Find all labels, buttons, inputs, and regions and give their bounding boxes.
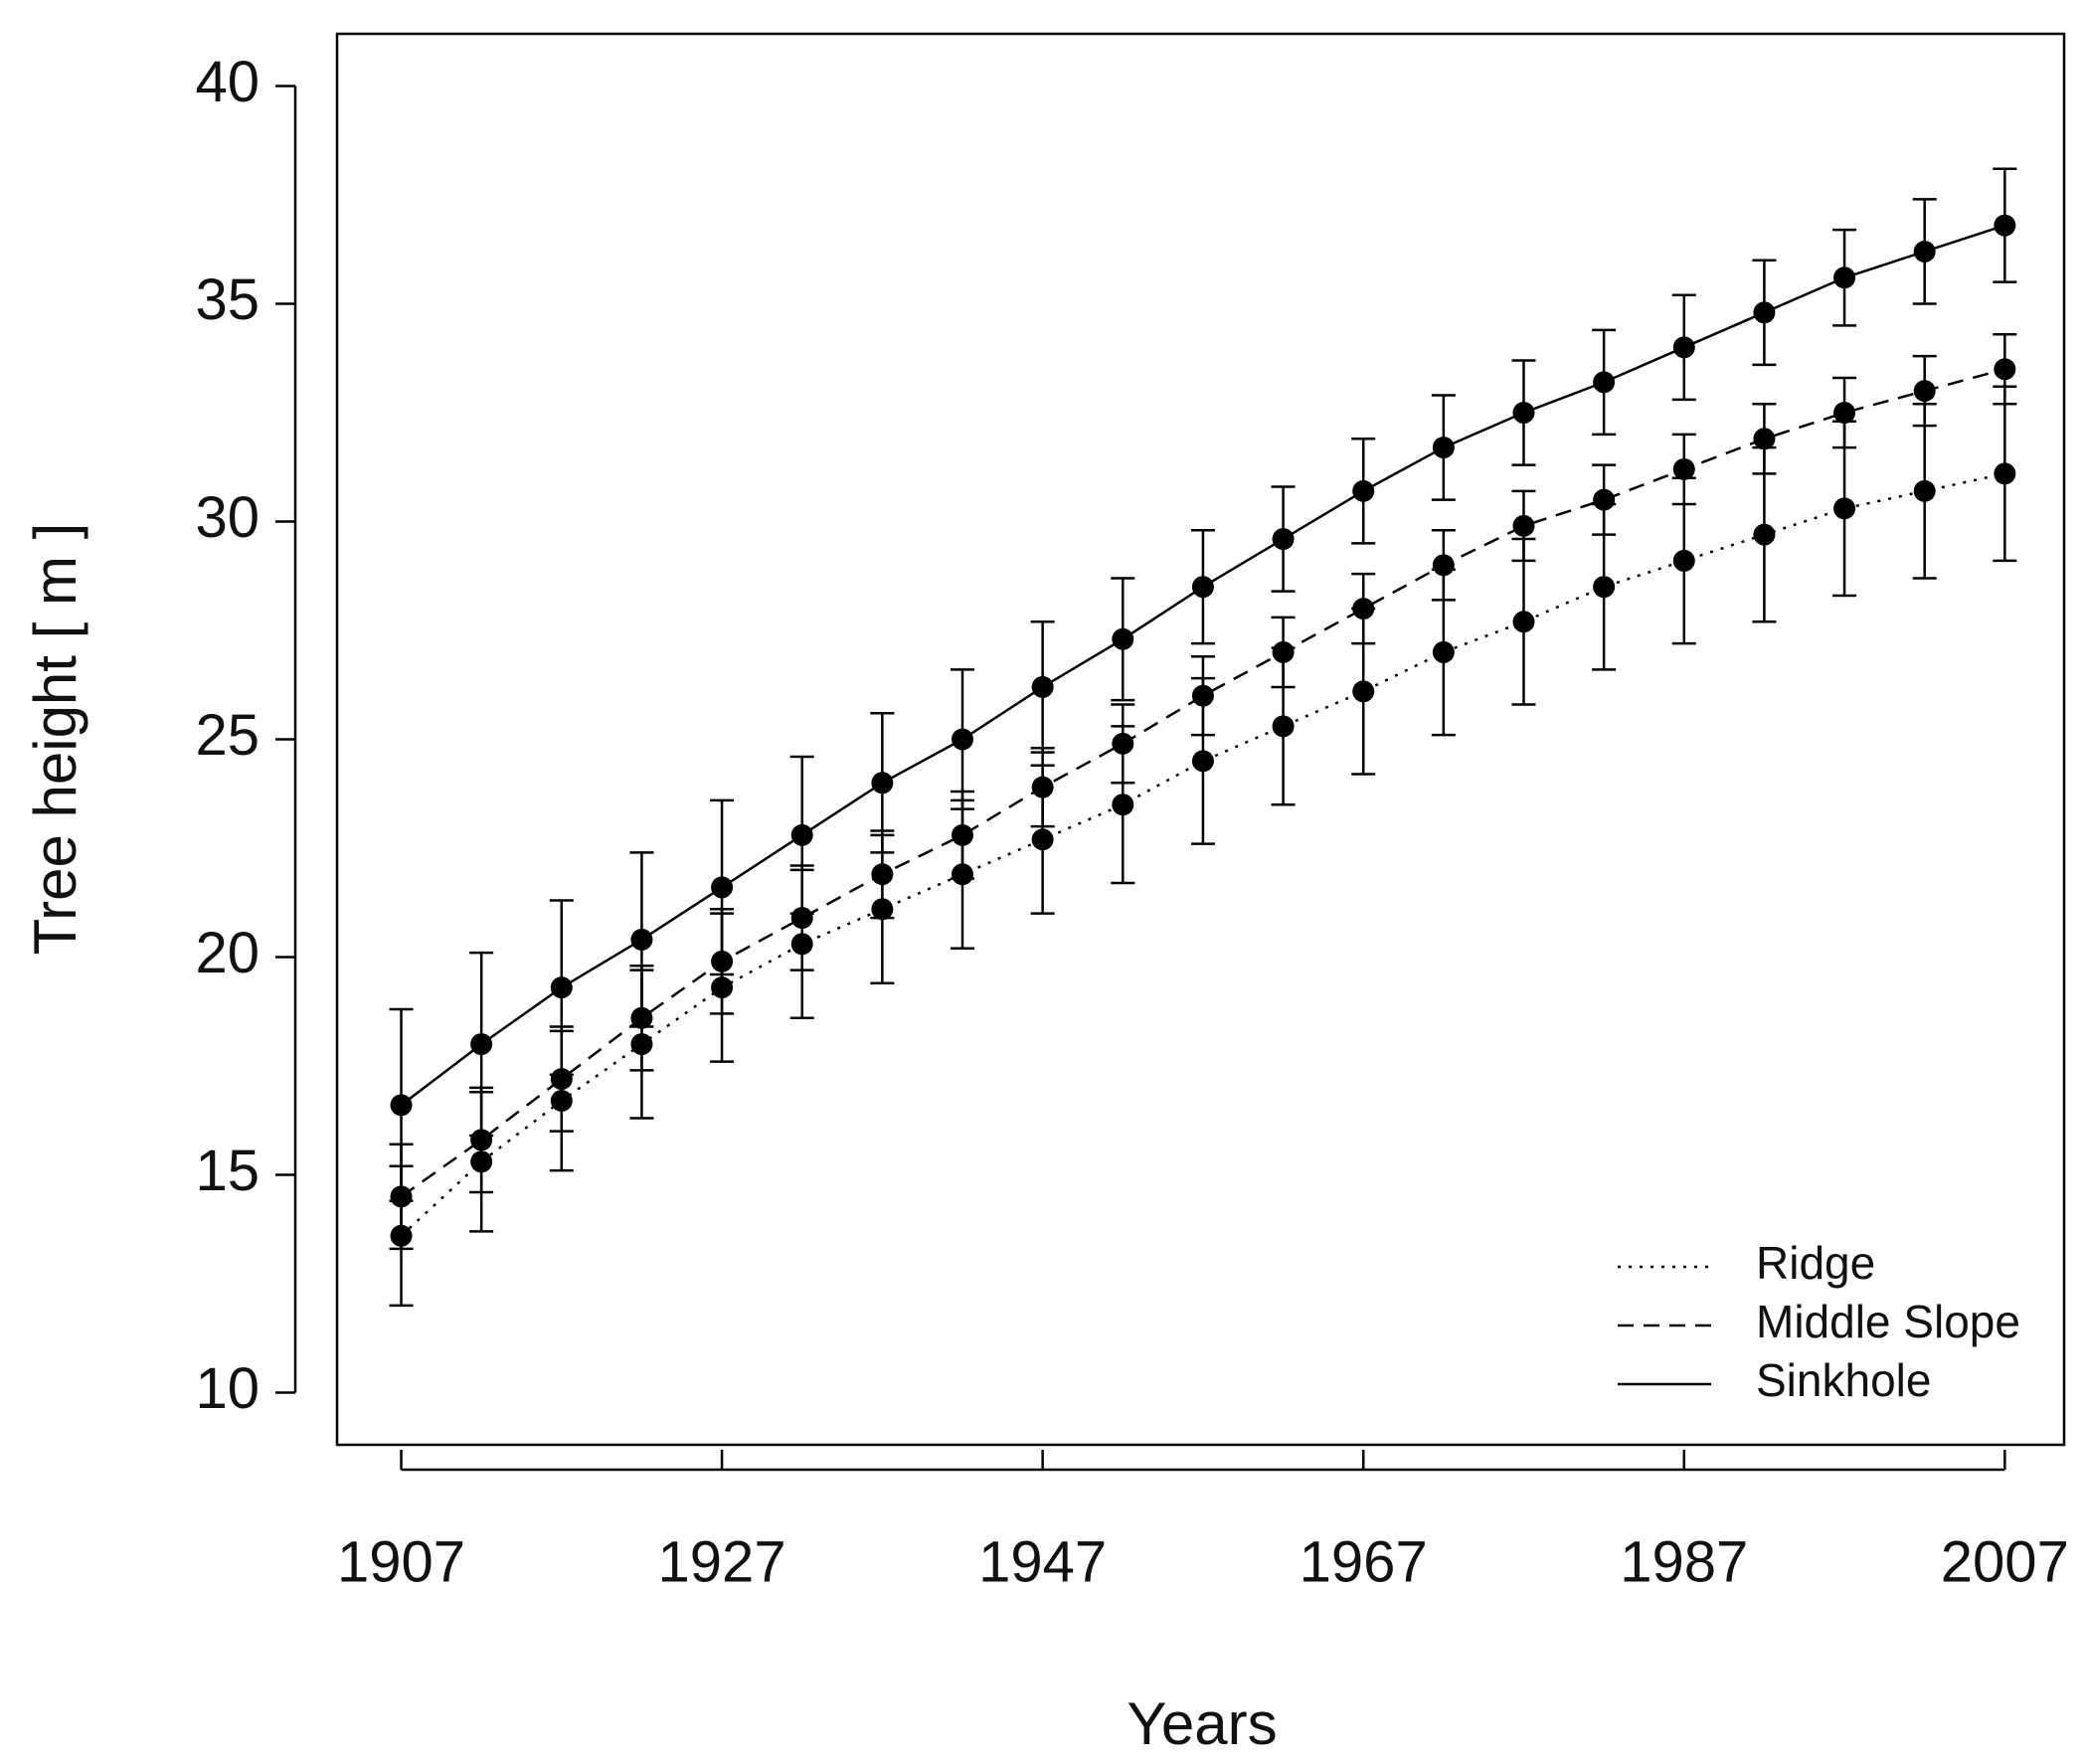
y-tick-label: 15 [195,1139,260,1203]
data-point [1593,576,1616,599]
data-point [1833,497,1856,520]
data-point [1753,301,1776,324]
data-point [1913,479,1936,502]
data-point [390,1094,413,1117]
data-point [871,772,894,794]
data-point [630,928,653,951]
legend-label: Ridge [1756,1237,1875,1289]
y-tick-label: 35 [195,267,260,332]
y-axis-title: Tree height [ m ] [22,523,88,956]
data-point [1833,266,1856,289]
data-point [1994,462,2016,485]
data-point [1672,549,1695,572]
data-point [1272,640,1295,663]
data-point [470,1033,493,1056]
data-point [1512,611,1535,633]
y-tick-label: 40 [195,50,260,114]
data-point [1272,715,1295,738]
data-point [1112,732,1134,755]
data-point [1191,684,1214,707]
data-point [1352,680,1375,703]
data-point [1112,627,1134,650]
x-tick-label: 1967 [1300,1529,1428,1594]
data-point [1512,514,1535,537]
data-point [1191,750,1214,773]
data-point [1994,214,2016,237]
data-point [1994,358,2016,381]
data-point [1191,576,1214,599]
data-point [1593,488,1616,511]
x-tick-label: 1947 [978,1529,1107,1594]
data-point [1031,776,1054,798]
plot-frame [335,32,2066,1447]
x-tick-label: 1907 [337,1529,465,1594]
data-point [1432,640,1455,663]
data-point [1913,380,1936,403]
y-tick-label: 20 [195,921,260,985]
y-tick-label: 25 [195,703,260,768]
data-point [1031,675,1054,698]
series-line [400,472,2005,1237]
legend-label: Middle Slope [1756,1296,2020,1347]
data-point [1593,371,1616,394]
y-tick-label: 30 [195,485,260,550]
data-point [711,876,734,899]
data-point [951,728,973,751]
data-point [1672,336,1695,359]
legend-label: Sinkhole [1756,1354,1931,1406]
data-point [1833,402,1856,425]
data-point [1432,437,1455,459]
data-point [1672,457,1695,480]
data-point [1272,528,1295,551]
data-point [1352,598,1375,620]
series-line [400,368,2005,1198]
data-point [1031,828,1054,851]
data-point [1512,402,1535,425]
data-point [1753,428,1776,450]
y-tick-label: 10 [195,1356,260,1421]
x-tick-label: 1987 [1620,1529,1748,1594]
data-point [1753,523,1776,546]
data-point [1432,554,1455,577]
data-point [790,823,813,846]
x-tick-label: 2007 [1941,1529,2069,1594]
data-point [951,823,973,846]
data-point [1352,479,1375,502]
data-point [871,863,894,886]
data-point [1112,794,1134,816]
x-axis-title: Years [1127,1690,1277,1757]
data-point [550,976,573,999]
data-point [1913,240,1936,263]
x-tick-label: 1927 [658,1529,786,1594]
